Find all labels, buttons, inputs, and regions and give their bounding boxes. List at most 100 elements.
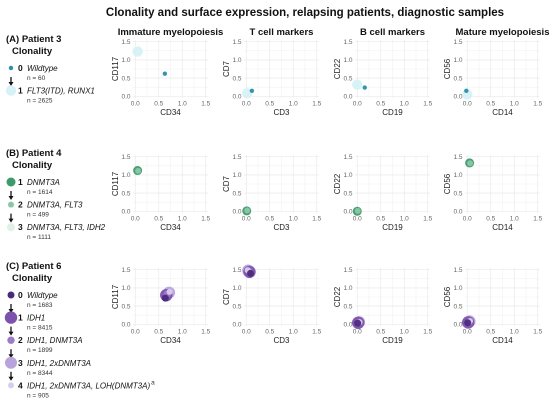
legend-index: 2 (18, 335, 23, 345)
scatter-plot: 0.0 0.5 1.0 1.5 0.0 0.5 1.0 1.5 CD3 CD7 (222, 39, 322, 117)
x-tick-label: 0.0 (131, 329, 140, 336)
y-tick-label: 1.5 (453, 154, 462, 161)
y-tick-label: 1.5 (232, 154, 241, 161)
y-tick-label: 0.5 (232, 303, 241, 310)
y-tick-label: 0.5 (453, 75, 462, 82)
legend-label: DNMT3A, FLT3, IDH2 (27, 223, 106, 232)
data-point (467, 160, 474, 167)
legend-swatch (8, 65, 14, 71)
y-axis-label: CD117 (111, 56, 120, 81)
x-tick-label: 0.0 (463, 216, 472, 223)
legend-label: IDH1, 2xDNMT3A, LOH(DNMT3A) (27, 381, 150, 390)
scatter-plot: 0.0 0.5 1.0 1.5 0.0 0.5 1.0 1.5 CD34 CD117 (111, 154, 211, 232)
scatter-plot: 0.0 0.5 1.0 1.5 0.0 0.5 1.0 1.5 CD19 CD22 (333, 39, 433, 117)
x-tick-label: 0.5 (376, 101, 385, 108)
legend-label: IDH1 (27, 314, 45, 323)
x-tick-label: 1.5 (312, 216, 321, 223)
legend-swatch (5, 356, 17, 369)
x-tick-label: 1.0 (510, 216, 519, 223)
x-tick-label: 0.5 (154, 101, 163, 108)
x-tick-label: 1.5 (533, 216, 542, 223)
y-axis-label: CD22 (333, 173, 342, 194)
y-tick-label: 0.5 (343, 190, 352, 197)
legend-index: 3 (18, 222, 23, 232)
x-axis-label: CD34 (160, 223, 181, 232)
x-tick-label: 0.5 (376, 216, 385, 223)
y-axis-label: CD22 (333, 286, 342, 307)
y-tick-label: 0.5 (121, 75, 130, 82)
x-tick-label: 1.0 (289, 101, 298, 108)
legend-label: IDH1, 2xDNMT3A (27, 359, 91, 368)
y-tick-label: 0.5 (232, 190, 241, 197)
x-axis-label: CD19 (382, 223, 403, 232)
x-tick-label: 0.5 (376, 329, 385, 336)
x-tick-label: 0.0 (353, 329, 362, 336)
y-tick-label: 0.0 (343, 321, 352, 328)
data-point (161, 294, 169, 302)
legend-label: Wildtype (27, 291, 58, 300)
y-tick-label: 0.5 (453, 190, 462, 197)
scatter-plot: 0.0 0.5 1.0 1.5 0.0 0.5 1.0 1.5 CD3 CD7 (222, 154, 322, 232)
legend-count: n = 1899 (27, 347, 53, 354)
y-tick-label: 0.5 (343, 303, 352, 310)
x-tick-label: 1.5 (201, 329, 210, 336)
legend-index: 0 (18, 290, 23, 300)
x-tick-label: 0.5 (486, 101, 495, 108)
column-title: Immature myelopoiesis (118, 27, 224, 38)
x-tick-label: 0.0 (353, 216, 362, 223)
y-tick-label: 1.5 (121, 154, 130, 161)
legend-swatch (8, 201, 14, 208)
x-tick-label: 1.0 (289, 216, 298, 223)
y-tick-label: 0.0 (453, 208, 462, 215)
scatter-plot: 0.0 0.5 1.0 1.5 0.0 0.5 1.0 1.5 CD14 CD56 (443, 154, 543, 232)
legend-count: n = 60 (27, 75, 46, 82)
y-tick-label: 1.5 (453, 39, 462, 46)
legend-label: DNMT3A (27, 178, 60, 187)
x-tick-label: 1.0 (400, 216, 409, 223)
scatter-plot: 0.0 0.5 1.0 1.5 0.0 0.5 1.0 1.5 CD34 CD117 (111, 267, 211, 345)
x-tick-label: 0.0 (463, 101, 472, 108)
legend-count: n = 499 (27, 212, 49, 219)
arrow-head-icon (8, 376, 14, 381)
y-tick-label: 0.0 (121, 208, 130, 215)
y-tick-label: 1.0 (453, 172, 462, 179)
legend-index: 4 (18, 380, 23, 390)
x-tick-label: 0.5 (265, 101, 274, 108)
arrow-head-icon (8, 82, 14, 86)
x-axis-label: CD34 (160, 336, 181, 345)
x-tick-label: 1.0 (400, 329, 409, 336)
y-axis-label: CD56 (443, 58, 452, 79)
x-tick-label: 0.0 (242, 329, 251, 336)
legend-count: n = 905 (27, 392, 49, 399)
legend-swatch (6, 177, 16, 187)
y-tick-label: 1.0 (232, 172, 241, 179)
data-point (464, 319, 472, 327)
x-tick-label: 1.5 (312, 329, 321, 336)
panel-label: (C) Patient 6 (6, 261, 61, 272)
scatter-plot: 0.0 0.5 1.0 1.5 0.0 0.5 1.0 1.5 CD34 CD117 (111, 39, 211, 117)
x-tick-label: 0.0 (131, 216, 140, 223)
legend-superscript: a (151, 379, 155, 386)
y-tick-label: 1.0 (121, 172, 130, 179)
y-tick-label: 1.0 (453, 285, 462, 292)
legend-swatch (5, 85, 17, 96)
legend-count: n = 1683 (27, 302, 53, 309)
x-tick-label: 1.5 (312, 101, 321, 108)
x-tick-label: 1.0 (510, 329, 519, 336)
y-axis-label: CD56 (443, 173, 452, 194)
x-tick-label: 1.5 (423, 216, 432, 223)
x-axis-label: CD19 (382, 336, 403, 345)
y-tick-label: 0.0 (232, 93, 241, 100)
x-tick-label: 0.0 (242, 216, 251, 223)
x-tick-label: 1.0 (510, 101, 519, 108)
y-tick-label: 1.5 (343, 39, 352, 46)
y-tick-label: 0.0 (343, 208, 352, 215)
figure-title: Clonality and surface expression, relaps… (106, 7, 504, 19)
arrow-head-icon (8, 196, 14, 200)
x-tick-label: 1.0 (178, 216, 187, 223)
legend-title: Clonality (12, 273, 53, 284)
x-tick-label: 0.0 (463, 329, 472, 336)
y-tick-label: 1.0 (232, 285, 241, 292)
